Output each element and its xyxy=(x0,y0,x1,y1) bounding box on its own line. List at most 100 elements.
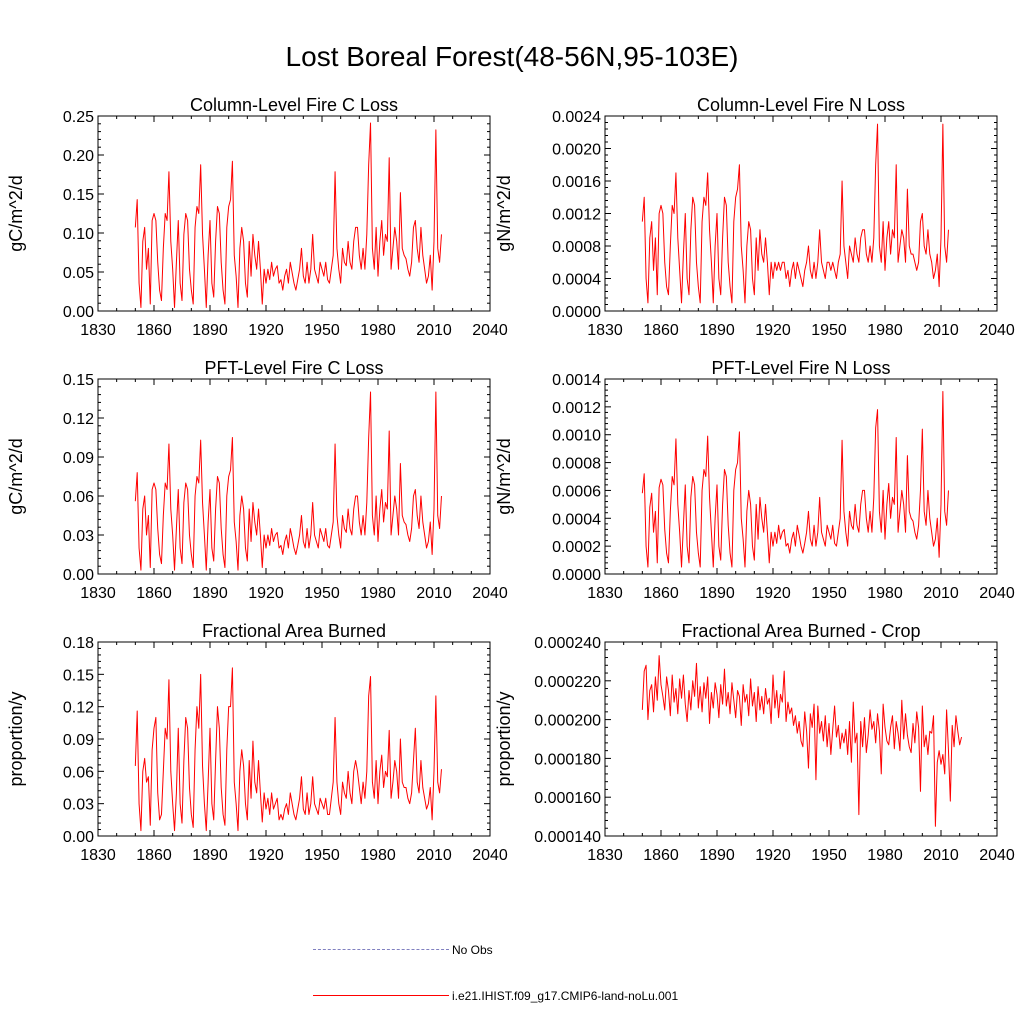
chart-panel-4: PFT-Level Fire N Loss gN/m^2/d 1830 1860 189… xyxy=(494,358,1015,602)
x-tick-label: 1920 xyxy=(755,847,791,864)
x-tick-label: 1920 xyxy=(248,847,284,864)
y-axis-label: proportion/y xyxy=(494,691,514,786)
y-tick-label: 0.12 xyxy=(63,700,94,717)
legend-label-model: i.e21.IHIST.f09_g17.CMIP6-land-noLu.001 xyxy=(452,989,679,1003)
x-tick-label: 1830 xyxy=(80,322,116,339)
y-axis-label: gC/m^2/d xyxy=(6,438,26,514)
y-tick-label: 0.15 xyxy=(63,187,94,204)
x-tick-label: 2040 xyxy=(979,585,1015,602)
x-tick-label: 2010 xyxy=(923,847,959,864)
chart-panel-5: Fractional Area Burned proportion/y 1830 18… xyxy=(6,621,508,864)
x-tick-label: 1830 xyxy=(587,847,623,864)
y-tick-label: 0.0020 xyxy=(552,142,601,159)
y-tick-label: 0.0008 xyxy=(552,456,601,473)
series-line-model xyxy=(641,655,963,827)
x-tick-label: 1950 xyxy=(304,847,340,864)
y-tick-label: 0.18 xyxy=(63,635,94,652)
y-tick-label: 0.25 xyxy=(63,109,94,126)
x-tick-label: 1950 xyxy=(304,322,340,339)
plot-frame xyxy=(97,378,491,575)
y-tick-label: 0.0000 xyxy=(552,567,601,584)
x-tick-label: 1860 xyxy=(643,585,679,602)
x-tick-label: 1980 xyxy=(360,585,396,602)
x-tick-label: 1860 xyxy=(136,322,172,339)
y-tick-label: 0.00 xyxy=(63,829,94,846)
x-tick-label: 1890 xyxy=(192,322,228,339)
x-tick-label: 1890 xyxy=(699,847,735,864)
x-tick-label: 2010 xyxy=(416,847,452,864)
plot-frame xyxy=(604,378,998,575)
x-tick-label: 1980 xyxy=(360,847,396,864)
chart-title: PFT-Level Fire C Loss xyxy=(204,358,383,378)
chart-title: Column-Level Fire C Loss xyxy=(190,95,398,115)
y-tick-label: 0.15 xyxy=(63,372,94,389)
chart-title: Fractional Area Burned - Crop xyxy=(681,621,920,641)
y-tick-label: 0.00 xyxy=(63,567,94,584)
x-tick-label: 1860 xyxy=(643,847,679,864)
x-tick-label: 1830 xyxy=(587,322,623,339)
x-tick-label: 1980 xyxy=(360,322,396,339)
legend-line-no-obs xyxy=(313,949,449,950)
x-tick-label: 2010 xyxy=(416,585,452,602)
x-tick-label: 1830 xyxy=(80,585,116,602)
series-line-model xyxy=(134,667,442,832)
x-tick-label: 1950 xyxy=(304,585,340,602)
y-tick-label: 0.0024 xyxy=(552,109,601,126)
x-tick-label: 2040 xyxy=(472,847,508,864)
chart-title: PFT-Level Fire N Loss xyxy=(711,358,890,378)
y-tick-label: 0.0016 xyxy=(552,174,601,191)
x-tick-label: 1980 xyxy=(867,847,903,864)
x-tick-label: 1860 xyxy=(643,322,679,339)
y-tick-label: 0.000240 xyxy=(534,635,601,652)
x-tick-label: 1950 xyxy=(811,585,847,602)
chart-title: Column-Level Fire N Loss xyxy=(697,95,905,115)
figure-title: Lost Boreal Forest(48-56N,95-103E) xyxy=(285,41,739,72)
y-tick-label: 0.09 xyxy=(63,732,94,749)
y-tick-label: 0.10 xyxy=(63,226,94,243)
x-tick-label: 2040 xyxy=(979,322,1015,339)
x-tick-label: 2040 xyxy=(979,847,1015,864)
y-tick-label: 0.06 xyxy=(63,489,94,506)
x-tick-label: 2040 xyxy=(472,585,508,602)
plot-frame xyxy=(97,115,491,312)
y-tick-label: 0.0004 xyxy=(552,511,601,528)
y-tick-label: 0.000180 xyxy=(534,751,601,768)
plot-frame xyxy=(604,641,998,837)
chart-panel-1: Column-Level Fire C Loss gC/m^2/d 1830 1860… xyxy=(6,95,508,339)
y-tick-label: 0.0006 xyxy=(552,483,601,500)
y-tick-label: 0.0004 xyxy=(552,272,601,289)
y-tick-label: 0.06 xyxy=(63,764,94,781)
legend-label-no-obs: No Obs xyxy=(452,943,493,957)
x-tick-label: 1920 xyxy=(755,585,791,602)
y-tick-label: 0.00 xyxy=(63,304,94,321)
y-tick-label: 0.0002 xyxy=(552,539,601,556)
chart-panel-2: Column-Level Fire N Loss gN/m^2/d 1830 1860… xyxy=(494,95,1015,339)
y-tick-label: 0.0008 xyxy=(552,239,601,256)
series-line-model xyxy=(134,391,442,571)
x-tick-label: 1890 xyxy=(192,585,228,602)
y-axis-label: gN/m^2/d xyxy=(494,175,514,251)
y-tick-label: 0.000200 xyxy=(534,713,601,730)
x-tick-label: 1860 xyxy=(136,585,172,602)
y-tick-label: 0.03 xyxy=(63,797,94,814)
x-tick-label: 2010 xyxy=(923,322,959,339)
x-tick-label: 1950 xyxy=(811,322,847,339)
x-tick-label: 1950 xyxy=(811,847,847,864)
series-line-model xyxy=(641,391,949,568)
x-tick-label: 2010 xyxy=(923,585,959,602)
x-tick-label: 1920 xyxy=(248,585,284,602)
x-tick-label: 2010 xyxy=(416,322,452,339)
y-tick-label: 0.000160 xyxy=(534,790,601,807)
x-tick-label: 1890 xyxy=(192,847,228,864)
x-tick-label: 1980 xyxy=(867,322,903,339)
y-tick-label: 0.05 xyxy=(63,265,94,282)
y-tick-label: 0.0000 xyxy=(552,304,601,321)
x-tick-label: 1830 xyxy=(587,585,623,602)
chart-panel-3: PFT-Level Fire C Loss gC/m^2/d 1830 1860 189… xyxy=(6,358,508,602)
series-line-model xyxy=(641,123,949,304)
chart-panel-6: Fractional Area Burned - Crop proportion/… xyxy=(494,621,1015,864)
x-tick-label: 1920 xyxy=(248,322,284,339)
y-tick-label: 0.12 xyxy=(63,411,94,428)
y-tick-label: 0.03 xyxy=(63,528,94,545)
